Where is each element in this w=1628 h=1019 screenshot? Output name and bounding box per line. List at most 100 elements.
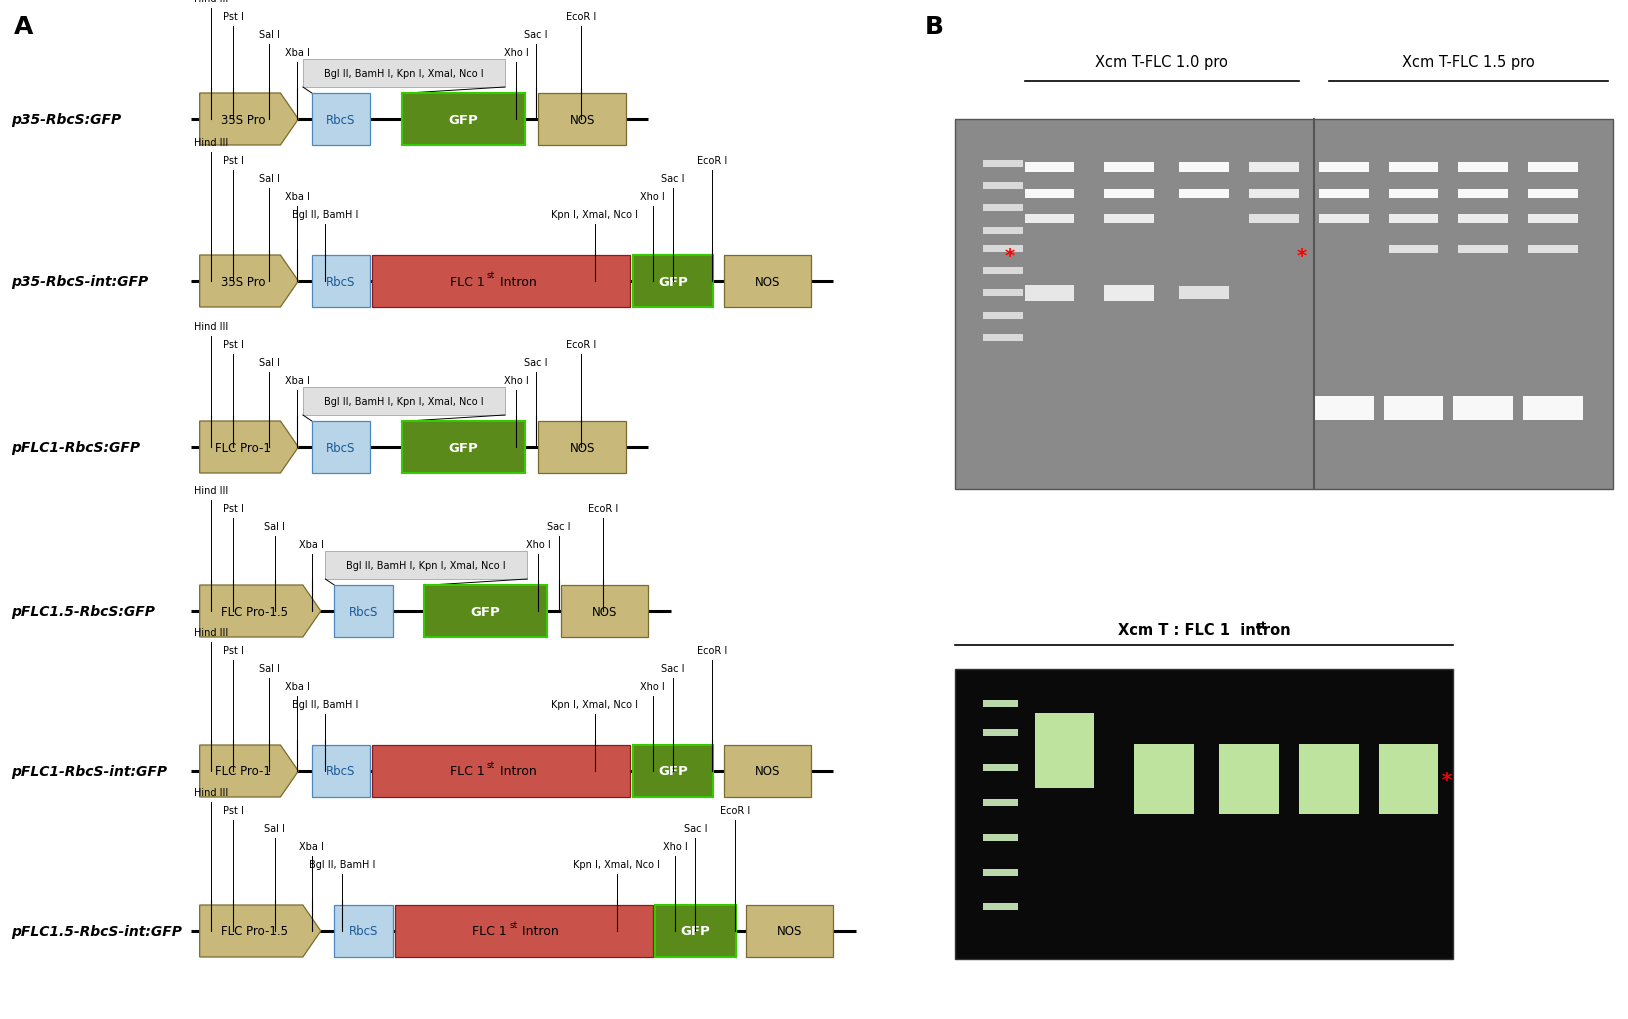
- Polygon shape: [200, 422, 298, 474]
- Bar: [1179, 163, 1229, 173]
- Bar: [1104, 215, 1154, 224]
- Text: EcoR I: EcoR I: [567, 12, 596, 22]
- Bar: [1024, 215, 1074, 224]
- Bar: [983, 730, 1018, 737]
- Bar: [633, 256, 713, 308]
- Polygon shape: [200, 256, 298, 308]
- Bar: [539, 94, 625, 146]
- Text: *: *: [1004, 248, 1014, 266]
- Bar: [1389, 190, 1439, 199]
- Text: Hind III: Hind III: [194, 0, 228, 4]
- Text: pFLC1.5-RbcS-int:GFP: pFLC1.5-RbcS-int:GFP: [11, 924, 182, 938]
- Bar: [313, 422, 370, 474]
- Text: p35-RbcS:GFP: p35-RbcS:GFP: [11, 113, 122, 127]
- Bar: [1104, 285, 1154, 302]
- Text: Xho I: Xho I: [663, 841, 687, 851]
- Text: Kpn I, XmaI, Nco I: Kpn I, XmaI, Nco I: [550, 699, 638, 709]
- Bar: [983, 312, 1022, 319]
- Text: Sal I: Sal I: [259, 174, 280, 183]
- Text: GFP: GFP: [681, 924, 710, 937]
- Text: Hind III: Hind III: [194, 485, 228, 495]
- Bar: [983, 834, 1018, 841]
- Bar: [1319, 163, 1369, 173]
- Text: st: st: [487, 761, 495, 769]
- Text: Xba I: Xba I: [300, 539, 324, 549]
- Bar: [1024, 285, 1074, 302]
- Polygon shape: [200, 905, 321, 957]
- Text: Xba I: Xba I: [300, 841, 324, 851]
- Bar: [334, 586, 392, 637]
- Text: st: st: [510, 920, 518, 929]
- Text: EcoR I: EcoR I: [697, 156, 728, 166]
- Text: RbcS: RbcS: [326, 113, 355, 126]
- Text: Xho I: Xho I: [526, 539, 550, 549]
- Text: Bgl II, BamH I: Bgl II, BamH I: [291, 699, 358, 709]
- Text: Pst I: Pst I: [223, 339, 244, 350]
- Bar: [1459, 190, 1508, 199]
- Bar: [723, 256, 811, 308]
- Bar: [423, 586, 547, 637]
- Bar: [1319, 215, 1369, 224]
- Text: FLC Pro-1.5: FLC Pro-1.5: [221, 924, 288, 937]
- Bar: [983, 290, 1022, 298]
- Text: Xho I: Xho I: [640, 192, 666, 202]
- Text: Pst I: Pst I: [223, 12, 244, 22]
- Bar: [983, 334, 1022, 341]
- Text: *: *: [1298, 248, 1307, 266]
- Text: NOS: NOS: [754, 764, 780, 777]
- Text: Xba I: Xba I: [285, 376, 309, 385]
- Bar: [983, 183, 1022, 190]
- Text: Xcm T-FLC 1.0 pro: Xcm T-FLC 1.0 pro: [1096, 55, 1228, 70]
- Bar: [1459, 163, 1508, 173]
- Bar: [1034, 713, 1094, 788]
- Bar: [954, 120, 1613, 489]
- Text: RbcS: RbcS: [326, 275, 355, 288]
- Text: Kpn I, XmaI, Nco I: Kpn I, XmaI, Nco I: [550, 210, 638, 220]
- Text: Sal I: Sal I: [259, 358, 280, 368]
- Text: NOS: NOS: [754, 275, 780, 288]
- Text: Xba I: Xba I: [285, 192, 309, 202]
- Bar: [1524, 396, 1582, 420]
- Text: NOS: NOS: [570, 441, 594, 454]
- Text: B: B: [925, 15, 944, 39]
- FancyBboxPatch shape: [303, 387, 505, 416]
- Bar: [1179, 287, 1229, 301]
- Text: Xcm T : FLC 1  intron: Xcm T : FLC 1 intron: [1118, 623, 1291, 637]
- Text: Pst I: Pst I: [223, 645, 244, 655]
- Text: FLC Pro-1: FLC Pro-1: [215, 764, 270, 777]
- Polygon shape: [200, 94, 298, 146]
- Polygon shape: [200, 745, 298, 797]
- Bar: [1379, 745, 1439, 814]
- Text: Xba I: Xba I: [285, 48, 309, 58]
- Text: 35S Pro: 35S Pro: [221, 113, 265, 126]
- Text: Sac I: Sac I: [661, 663, 685, 674]
- Bar: [1219, 745, 1280, 814]
- Bar: [402, 422, 524, 474]
- Text: st: st: [487, 271, 495, 280]
- Text: GFP: GFP: [470, 605, 500, 618]
- Bar: [1529, 190, 1578, 199]
- Bar: [983, 205, 1022, 212]
- Text: GFP: GFP: [448, 441, 479, 454]
- Bar: [1454, 396, 1514, 420]
- Text: Xho I: Xho I: [503, 48, 529, 58]
- Bar: [402, 94, 524, 146]
- Text: GFP: GFP: [658, 275, 689, 288]
- Bar: [1384, 396, 1444, 420]
- Text: Pst I: Pst I: [223, 805, 244, 815]
- Text: EcoR I: EcoR I: [567, 339, 596, 350]
- Text: Xba I: Xba I: [285, 682, 309, 691]
- Text: FLC 1: FLC 1: [472, 924, 506, 937]
- Text: Sac I: Sac I: [684, 823, 707, 834]
- Text: EcoR I: EcoR I: [720, 805, 751, 815]
- Bar: [1179, 190, 1229, 199]
- Bar: [313, 256, 370, 308]
- Text: RbcS: RbcS: [326, 441, 355, 454]
- Text: FLC 1: FLC 1: [449, 764, 485, 777]
- Bar: [1249, 190, 1299, 199]
- FancyBboxPatch shape: [326, 551, 527, 580]
- Bar: [1314, 396, 1374, 420]
- Text: Xho I: Xho I: [503, 376, 529, 385]
- Text: GFP: GFP: [448, 113, 479, 126]
- Text: Intron: Intron: [497, 764, 537, 777]
